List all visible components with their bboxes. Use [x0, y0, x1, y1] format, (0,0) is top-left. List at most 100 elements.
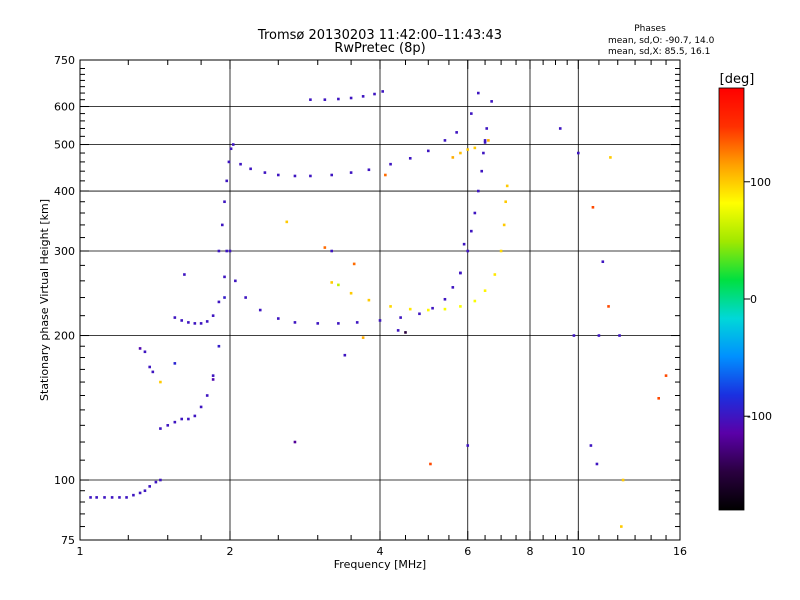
data-point	[220, 223, 224, 227]
data-point	[431, 306, 434, 310]
data-point	[132, 493, 135, 497]
data-point	[138, 347, 142, 350]
data-point	[657, 397, 660, 400]
data-point	[459, 271, 462, 275]
data-point	[148, 485, 152, 488]
data-point	[239, 162, 242, 166]
data-point	[211, 374, 215, 377]
data-point	[597, 334, 601, 337]
data-point	[151, 370, 155, 374]
data-point	[225, 179, 229, 183]
data-point	[483, 141, 487, 144]
data-point	[367, 168, 371, 172]
data-point	[378, 319, 382, 322]
data-point	[180, 319, 184, 322]
data-point	[361, 95, 365, 98]
data-point	[225, 249, 229, 253]
data-point	[316, 322, 320, 325]
data-point	[110, 496, 114, 499]
data-point	[293, 440, 297, 444]
data-point	[493, 273, 497, 276]
data-point	[229, 147, 233, 151]
data-point	[426, 149, 430, 153]
data-point	[459, 151, 462, 155]
data-point	[154, 480, 158, 484]
data-point	[485, 127, 489, 130]
stats-line-o: mean, sd,O: -90.7, 14.0	[608, 36, 715, 46]
data-point	[293, 174, 297, 178]
data-point	[187, 417, 190, 421]
colorbar-tick-label: 0	[750, 293, 757, 306]
data-point	[399, 316, 402, 319]
data-point	[473, 299, 477, 303]
colorbar-ticks: 100 0 -100	[744, 176, 772, 423]
x-tick-label: 6	[464, 545, 471, 558]
data-point	[205, 320, 209, 323]
y-axis-label: Stationary phase Virtual Height [km]	[38, 199, 51, 401]
x-tick-label: 4	[377, 545, 384, 558]
y-tick-label: 750	[54, 54, 75, 67]
data-point	[285, 220, 289, 224]
data-point	[558, 127, 562, 130]
data-point	[330, 281, 334, 284]
data-point	[143, 489, 147, 493]
data-point	[228, 249, 232, 253]
data-point	[211, 378, 215, 381]
data-point	[426, 308, 430, 312]
data-point	[408, 307, 412, 311]
data-point	[143, 350, 147, 354]
data-point	[309, 174, 312, 178]
plot-grid	[80, 60, 680, 540]
data-point	[473, 211, 477, 215]
data-point	[470, 229, 473, 233]
data-point	[95, 496, 98, 499]
y-tick-label: 600	[54, 101, 75, 114]
data-point	[620, 525, 623, 528]
y-tick-label: 75	[61, 534, 75, 547]
y-tick-label: 400	[54, 185, 75, 198]
colorbar-label: [deg]	[720, 72, 755, 87]
data-point	[418, 312, 421, 316]
data-point	[234, 279, 237, 283]
data-point	[459, 305, 462, 308]
data-point	[263, 171, 267, 174]
data-point	[349, 171, 353, 174]
x-tick-label: 1	[77, 545, 84, 558]
data-point	[396, 329, 400, 332]
x-tick-label: 8	[527, 545, 534, 558]
data-point	[205, 394, 209, 397]
data-point	[607, 305, 610, 308]
data-point	[373, 92, 376, 96]
chart-subtitle: RwPretec (8p)	[334, 41, 425, 56]
x-tick-label: 10	[571, 545, 585, 558]
data-point	[443, 307, 447, 311]
data-point	[309, 98, 312, 101]
data-point	[601, 260, 605, 264]
data-point	[618, 334, 621, 337]
data-point	[337, 97, 340, 101]
data-point	[352, 262, 356, 266]
data-point	[173, 420, 177, 424]
data-point	[249, 167, 252, 171]
data-point	[443, 139, 447, 142]
data-point	[193, 322, 197, 325]
data-point	[227, 160, 231, 164]
data-point	[462, 242, 466, 246]
data-point	[199, 405, 203, 409]
data-point	[591, 205, 595, 209]
data-point	[217, 344, 221, 348]
data-point	[466, 249, 470, 253]
data-point	[343, 353, 347, 357]
data-point	[483, 139, 487, 142]
data-point	[389, 305, 392, 308]
data-point	[244, 296, 247, 299]
y-tick-label: 100	[54, 474, 75, 487]
data-point	[621, 478, 625, 482]
colorbar	[718, 87, 745, 511]
data-point	[276, 173, 280, 177]
data-point	[293, 321, 297, 324]
data-point	[451, 286, 455, 289]
data-point	[173, 316, 177, 319]
data-point	[609, 156, 612, 159]
data-point	[337, 283, 340, 287]
